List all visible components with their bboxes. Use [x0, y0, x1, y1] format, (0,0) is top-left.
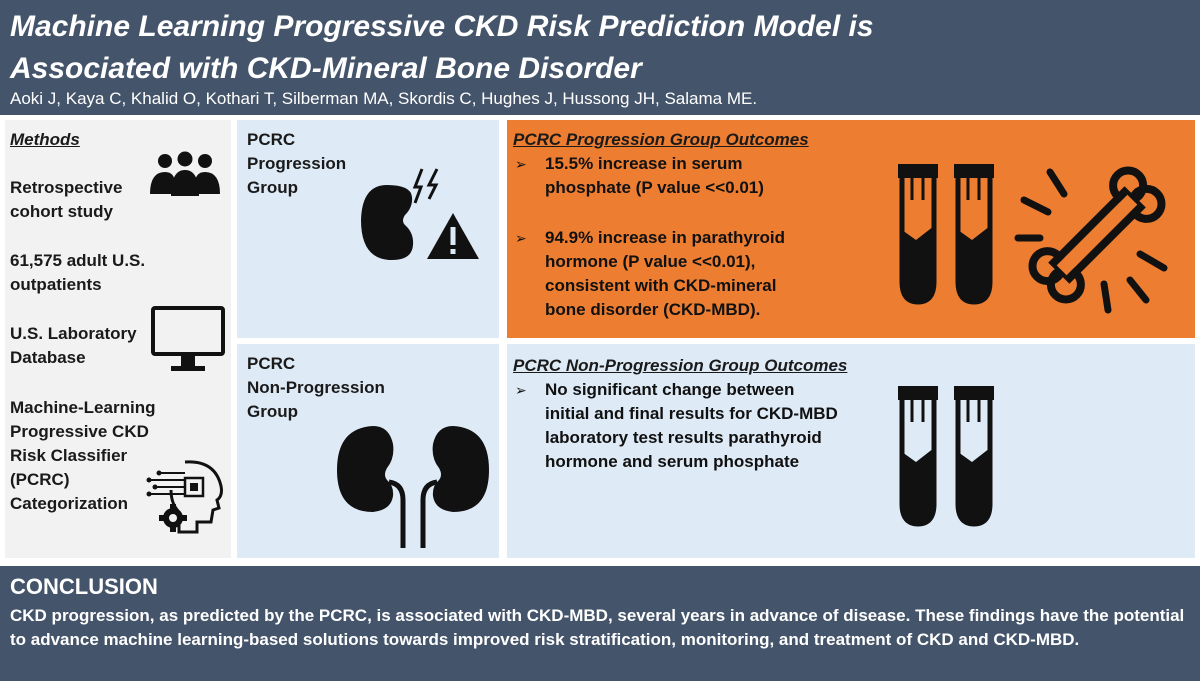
- methods-item-population-line-2: outpatients: [10, 275, 102, 294]
- methods-item-database-line-1: U.S. Laboratory: [10, 324, 137, 343]
- progression-bullet-2-line-3: consistent with CKD-mineral: [545, 276, 777, 295]
- methods-item-classifier-line-1: Machine-Learning: [10, 398, 156, 417]
- methods-item-classifier: Machine-Learning Progressive CKD Risk Cl…: [10, 396, 155, 516]
- arrow-bullet-icon: ➢: [515, 156, 527, 172]
- arrow-bullet-icon: ➢: [515, 230, 527, 246]
- progression-bullet-2-line-4: bone disorder (CKD-MBD).: [545, 300, 761, 319]
- title-line-2: Associated with CKD-Mineral Bone Disorde…: [10, 52, 642, 85]
- progression-group-panel: PCRC Progression Group: [237, 120, 499, 338]
- progression-bullet-2-line-2: hormone (P value <<0.01),: [545, 252, 756, 271]
- non-progression-bullet-line-3: laboratory test results parathyroid: [545, 428, 822, 447]
- progression-bullet-1-line-1: 15.5% increase in serum: [545, 154, 743, 173]
- header-banner: Machine Learning Progressive CKD Risk Pr…: [0, 0, 1200, 115]
- blood-tubes-icon: [898, 164, 994, 305]
- arrow-bullet-icon: ➢: [515, 382, 527, 398]
- broken-bone-icon: [1014, 166, 1168, 314]
- progression-label-line-2: Progression: [247, 154, 347, 173]
- progression-outcomes-heading: PCRC Progression Group Outcomes: [513, 130, 809, 149]
- non-progression-bullet-line-2: initial and final results for CKD-MBD: [545, 404, 838, 423]
- non-progression-outcomes-heading: PCRC Non-Progression Group Outcomes: [513, 356, 848, 375]
- methods-panel: Methods Retrospective cohort study 61,57…: [5, 120, 231, 558]
- ai-head-gear-icon: [146, 460, 223, 534]
- non-progression-group-label: PCRC Non-Progression Group: [247, 352, 385, 424]
- progression-bullet-1-line-2: phosphate (P value <<0.01): [545, 178, 764, 197]
- author-list: Aoki J, Kaya C, Khalid O, Kothari T, Sil…: [10, 89, 758, 108]
- nonprogression-label-line-3: Group: [247, 402, 298, 421]
- methods-item-study-line-2: cohort study: [10, 202, 113, 221]
- methods-item-database: U.S. Laboratory Database: [10, 322, 137, 370]
- conclusion-body: CKD progression, as predicted by the PCR…: [10, 606, 1185, 649]
- methods-item-database-line-2: Database: [10, 348, 86, 367]
- methods-item-classifier-line-4: (PCRC): [10, 470, 70, 489]
- methods-item-classifier-line-3: Risk Classifier: [10, 446, 128, 465]
- methods-heading: Methods: [10, 130, 80, 149]
- people-group-icon: [150, 151, 220, 196]
- progression-label-line-3: Group: [247, 178, 298, 197]
- methods-item-classifier-line-2: Progressive CKD: [10, 422, 149, 441]
- conclusion-banner: CONCLUSION CKD progression, as predicted…: [0, 566, 1200, 681]
- non-progression-outcomes-panel: PCRC Non-Progression Group Outcomes ➢ No…: [507, 344, 1195, 558]
- progression-outcomes-panel: PCRC Progression Group Outcomes ➢ 15.5% …: [507, 120, 1195, 338]
- progression-group-label: PCRC Progression Group: [247, 128, 346, 200]
- non-progression-bullet-line-1: No significant change between: [545, 380, 795, 399]
- kidneys-icon: [337, 426, 489, 548]
- methods-item-population-line-1: 61,575 adult U.S.: [10, 251, 146, 270]
- progression-bullet-2-line-1: 94.9% increase in parathyroid: [545, 228, 785, 247]
- methods-item-study: Retrospective cohort study: [10, 176, 122, 224]
- methods-item-study-line-1: Retrospective: [10, 178, 123, 197]
- nonprogression-label-line-2: Non-Progression: [247, 378, 385, 397]
- progression-label-line-1: PCRC: [247, 130, 296, 149]
- non-progression-bullet-line-4: hormone and serum phosphate: [545, 452, 800, 471]
- methods-item-classifier-line-5: Categorization: [10, 494, 129, 513]
- damaged-kidney-warning-icon: [361, 168, 479, 260]
- nonprogression-label-line-1: PCRC: [247, 354, 296, 373]
- non-progression-group-panel: PCRC Non-Progression Group: [237, 344, 499, 558]
- computer-monitor-icon: [151, 306, 225, 371]
- title-line-1: Machine Learning Progressive CKD Risk Pr…: [10, 10, 874, 43]
- conclusion-heading: CONCLUSION: [10, 574, 158, 599]
- blood-tubes-icon: [898, 386, 994, 527]
- methods-item-population: 61,575 adult U.S. outpatients: [10, 249, 145, 297]
